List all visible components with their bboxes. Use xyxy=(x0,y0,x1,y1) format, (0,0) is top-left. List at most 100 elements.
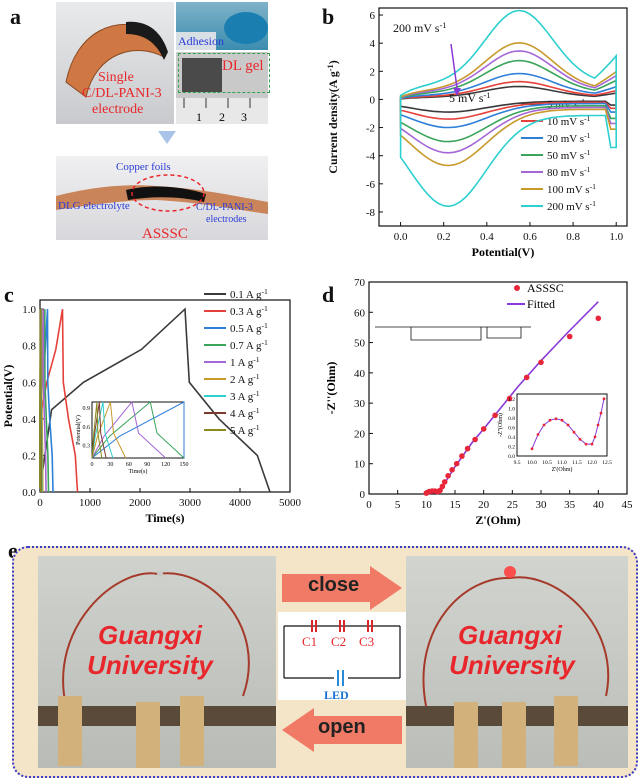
gcd-xtick-label: 3000 xyxy=(179,497,202,509)
ruler-tick-3: 3 xyxy=(241,110,247,124)
eis-inset-xtick: 11.0 xyxy=(557,460,567,466)
cv-ytick-label: 2 xyxy=(370,66,376,78)
dl-gel-photo xyxy=(176,52,268,124)
eis-inset-xtick: 12.5 xyxy=(602,460,612,466)
eis-xtick-label: 40 xyxy=(593,499,605,511)
eis-inset-point xyxy=(548,418,552,422)
eis-inset-xtick: 10.5 xyxy=(542,460,552,466)
eis-inset-point xyxy=(578,437,582,441)
eis-xtick-label: 10 xyxy=(421,499,433,511)
led-on-wire-drawing xyxy=(406,566,628,768)
cv-ytick-label: 4 xyxy=(370,38,376,50)
eis-inset-point xyxy=(584,442,588,446)
led-on-photo xyxy=(406,556,628,768)
gcd-legend-label-8: 5 A g-1 xyxy=(230,423,260,437)
gcd-inset-ytick: 0.3 xyxy=(83,444,91,450)
eis-chart: 0 5 10 15 20 25 30 35 40 45 0 10 20 30 40 50 60 70 Z'(Ohm)… xyxy=(324,277,634,527)
close-label: close xyxy=(308,574,360,596)
dlg-electrolyte-label: DLG electrolyte xyxy=(58,200,130,212)
university-text-left-2: University xyxy=(87,650,213,680)
electrode-word-label: electrode xyxy=(92,102,144,117)
eis-xtick-label: 45 xyxy=(622,499,634,511)
dl-gel-label: DL gel xyxy=(222,58,264,74)
cv-annotation-top: 200 mV s-1 xyxy=(393,21,446,35)
gcd-xtick-label: 5000 xyxy=(279,497,302,509)
university-text-right-2: University xyxy=(449,650,575,680)
open-label: open xyxy=(318,716,366,738)
electrodes-name-label: C/DL-PANI-3 xyxy=(196,202,253,213)
cv-xlabel: Potential(V) xyxy=(472,245,535,259)
panel-d-letter: d xyxy=(322,282,335,307)
eis-ytick-label: 30 xyxy=(354,398,366,410)
down-arrow-icon xyxy=(158,131,176,144)
eis-xtick-label: 20 xyxy=(478,499,490,511)
eis-inset-ytick: 0.4 xyxy=(508,435,515,441)
gcd-legend-label-6: 3 A g-1 xyxy=(230,389,260,403)
cv-ylabel: Current density(A g-1) xyxy=(326,60,340,173)
eis-inset-xtick: 10.0 xyxy=(527,460,537,466)
gcd-inset-curve-6 xyxy=(91,401,103,459)
cv-legend-label-3: 50 mV s-1 xyxy=(547,148,591,162)
eis-legend-label-0: ASSSC xyxy=(527,281,564,295)
gcd-inset-xtick: 150 xyxy=(180,462,189,468)
eis-xtick-label: 30 xyxy=(536,499,548,511)
copper-foils-label: Copper foils xyxy=(116,161,171,173)
gcd-legend-label-4: 1 A g-1 xyxy=(230,355,260,369)
adhesion-photo xyxy=(176,2,268,50)
cv-legend-label-2: 20 mV s-1 xyxy=(547,131,591,145)
eis-ytick-label: 40 xyxy=(354,368,366,380)
eis-inset-point xyxy=(566,423,570,427)
gcd-legend-label-7: 4 A g-1 xyxy=(230,406,260,420)
eis-data-point xyxy=(464,445,471,452)
cv-ytick-label: -8 xyxy=(366,207,376,219)
eis-inset-xtick: 11.5 xyxy=(572,460,582,466)
eis-inset-point xyxy=(572,430,576,434)
cv-legend-label-1: 10 mV s-1 xyxy=(547,114,591,128)
eis-data-point xyxy=(449,467,455,473)
eis-ytick-label: 70 xyxy=(354,277,366,289)
cv-ytick-label: -4 xyxy=(366,151,376,163)
capacitor-2-label: C2 xyxy=(331,634,347,649)
eis-inset-xlabel: Z'(Ohm) xyxy=(552,466,573,473)
gcd-legend-label-2: 0.5 A g-1 xyxy=(230,321,268,335)
cv-xtick-label: 0.2 xyxy=(437,231,451,243)
eis-legend-swatch-0 xyxy=(514,285,520,291)
eis-data-point xyxy=(538,359,544,366)
gcd-xlabel: Time(s) xyxy=(145,511,184,525)
gcd-curve-0 xyxy=(39,307,271,493)
cv-plot-frame xyxy=(378,7,628,227)
eis-data-point xyxy=(506,395,513,402)
eis-xlabel: Z'(Ohm) xyxy=(475,513,520,527)
gcd-ylabel: Potential(V) xyxy=(1,365,15,428)
eis-inset-point xyxy=(599,411,603,415)
gcd-inset-curve-3 xyxy=(91,401,127,459)
close-arrow-icon xyxy=(282,566,402,610)
panel-e-letter: e xyxy=(8,538,18,563)
cv-legend-label-6: 200 mV s-1 xyxy=(547,199,596,213)
eis-plot-frame xyxy=(368,281,628,495)
eis-inset-ytick: 1.0 xyxy=(508,406,515,412)
asssc-device-photo xyxy=(56,156,268,240)
gcd-inset-curve-4 xyxy=(91,401,114,459)
gcd-xtick-label: 0 xyxy=(37,497,43,509)
eis-data-point xyxy=(472,436,478,443)
cv-ytick-label: -2 xyxy=(366,123,375,135)
gcd-ytick-label: 0.8 xyxy=(22,341,36,353)
panel-c-letter: c xyxy=(4,282,14,307)
gcd-legend-label-0: 0.1 A g-1 xyxy=(230,287,268,301)
eis-xtick-label: 15 xyxy=(450,499,462,511)
asssc-label: ASSSC xyxy=(142,226,188,242)
electrode-strip-drawing xyxy=(65,21,168,98)
eis-ytick-label: 10 xyxy=(354,459,366,471)
eis-legend-label-1: Fitted xyxy=(527,297,555,311)
led-off-wire-drawing xyxy=(38,571,276,768)
gcd-ytick-label: 0.6 xyxy=(22,377,36,389)
eis-data-point xyxy=(595,315,602,322)
gcd-inset-curve-1 xyxy=(91,401,185,459)
eis-inset-point xyxy=(593,435,597,439)
eis-ytick-label: 60 xyxy=(354,307,366,319)
capacitor-3-label: C3 xyxy=(359,634,375,649)
cv-annotation-bottom: 5 mV s-1 xyxy=(449,91,490,105)
circuit-schematic xyxy=(283,620,401,686)
cv-annotation-arrow xyxy=(450,43,458,89)
